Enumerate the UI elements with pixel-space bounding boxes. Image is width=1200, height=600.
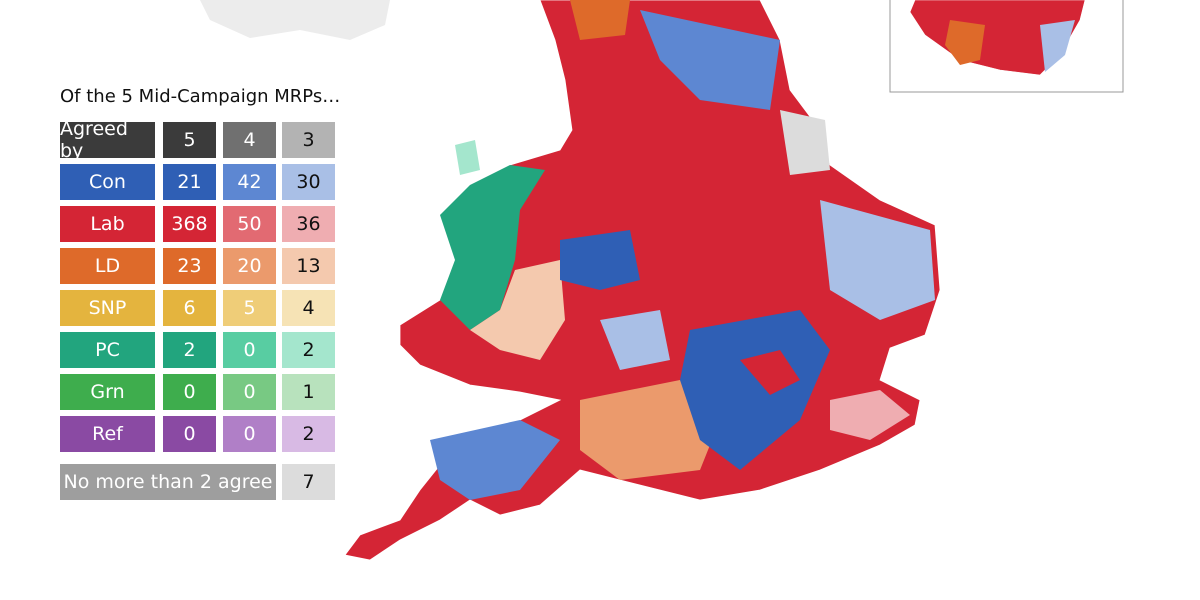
inset-area bbox=[945, 20, 985, 65]
ireland-land bbox=[200, 0, 390, 40]
region bbox=[640, 10, 780, 110]
party-row-value: 30 bbox=[282, 164, 335, 200]
footer-label: No more than 2 agree bbox=[60, 464, 276, 500]
anglesey bbox=[455, 140, 480, 175]
header-label: Agreed by bbox=[60, 118, 155, 162]
party-row-value: 0 bbox=[163, 416, 216, 452]
party-row-value: 6 bbox=[163, 290, 216, 326]
party-row-label: Con bbox=[60, 164, 155, 200]
party-row-value: 36 bbox=[282, 206, 335, 242]
party-row-value: 5 bbox=[223, 290, 276, 326]
region bbox=[570, 0, 630, 40]
party-row-value: 50 bbox=[223, 206, 276, 242]
header-value: 4 bbox=[223, 122, 276, 158]
party-row-label: Ref bbox=[60, 416, 155, 452]
footer-value: 7 bbox=[282, 464, 335, 500]
party-row-value: 0 bbox=[223, 332, 276, 368]
region bbox=[680, 310, 830, 470]
header-value: 5 bbox=[163, 122, 216, 158]
party-row-value: 4 bbox=[282, 290, 335, 326]
region bbox=[830, 390, 910, 440]
party-row-value: 0 bbox=[223, 416, 276, 452]
wales-area bbox=[440, 165, 545, 330]
party-row-value: 20 bbox=[223, 248, 276, 284]
region bbox=[430, 420, 560, 500]
party-row-value: 13 bbox=[282, 248, 335, 284]
region bbox=[820, 200, 935, 320]
party-row-label: LD bbox=[60, 248, 155, 284]
party-row-value: 42 bbox=[223, 164, 276, 200]
header-value: 3 bbox=[282, 122, 335, 158]
party-row-value: 23 bbox=[163, 248, 216, 284]
party-row-value: 2 bbox=[282, 332, 335, 368]
party-row-value: 368 bbox=[163, 206, 216, 242]
inset-london bbox=[909, 0, 1086, 76]
inset-frame bbox=[889, 0, 1124, 93]
party-row-value: 2 bbox=[163, 332, 216, 368]
party-row-label: Lab bbox=[60, 206, 155, 242]
party-row-value: 1 bbox=[282, 374, 335, 410]
party-row-value: 21 bbox=[163, 164, 216, 200]
region bbox=[580, 380, 720, 480]
party-row-value: 0 bbox=[223, 374, 276, 410]
inset-area bbox=[1040, 20, 1075, 72]
region bbox=[600, 310, 670, 370]
party-row-label: PC bbox=[60, 332, 155, 368]
legend-title: Of the 5 Mid-Campaign MRPs… bbox=[60, 86, 341, 107]
region bbox=[740, 350, 800, 395]
party-row-label: SNP bbox=[60, 290, 155, 326]
wales-area bbox=[470, 260, 565, 360]
region bbox=[780, 110, 830, 175]
party-row-label: Grn bbox=[60, 374, 155, 410]
party-row-value: 2 bbox=[282, 416, 335, 452]
region bbox=[560, 230, 640, 290]
party-row-value: 0 bbox=[163, 374, 216, 410]
